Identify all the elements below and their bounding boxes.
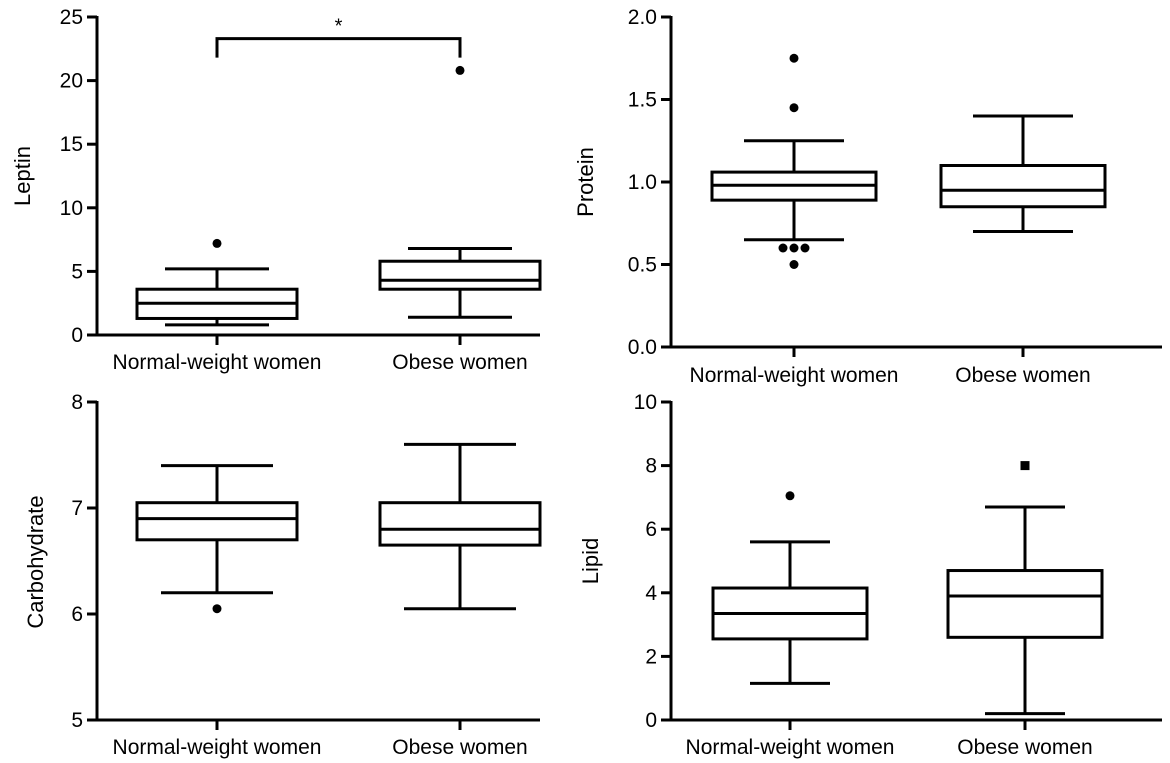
y-tick-label: 25 [60,6,83,29]
outlier-point [789,103,799,113]
y-tick-label: 0.5 [628,254,657,277]
y-tick-label: 6 [71,603,83,626]
chart-panel-1: 0 5 10 15 20 25 Leptin Normal-weight women Obese… [10,6,542,374]
outlier-point [800,243,810,253]
y-tick-label: 10 [634,391,657,414]
y-tick-label: 2 [645,645,657,668]
y-tick-label: 20 [60,70,83,93]
y-tick-label: 6 [645,518,657,541]
box-iqr [946,569,1104,639]
box-plot-2 [939,114,1107,233]
y-tick-label: 5 [71,260,83,283]
box-iqr [378,501,542,547]
y-tick-label: 1.0 [628,171,657,194]
outlier-point [789,260,799,269]
outlier-point [455,65,465,75]
y-axis-title: Lipid [578,538,603,584]
y-axis-title: Leptin [10,146,35,206]
y-tick-label: 0.0 [628,336,657,359]
category-label: Obese women [392,736,527,759]
y-tick-label: 2.0 [628,6,657,29]
y-axis-title: Carbohydrate [23,495,48,628]
y-tick-label: 10 [60,197,83,220]
y-tick-label: 5 [71,709,83,732]
y-tick-label: 4 [645,582,657,605]
outlier-point [212,604,222,614]
significance-bracket [215,37,462,58]
box-plot-1 [710,53,878,269]
box-iqr [939,164,1107,209]
outlier-point [785,491,795,501]
y-tick-label: 0 [645,709,657,732]
category-label: Normal-weight women [113,736,322,759]
category-label: Normal-weight women [686,736,895,759]
box-plot-1 [135,464,299,614]
outlier-point [1020,461,1030,471]
significance-star: * [335,16,343,38]
box-plot-1 [711,491,869,685]
box-plot-2 [946,461,1104,716]
y-tick-label: 8 [71,391,83,414]
outlier-point [789,243,799,253]
category-label: Obese women [957,736,1092,759]
box-plot-1 [135,238,299,327]
box-iqr [378,259,542,291]
outlier-point [789,53,799,63]
box-plot-2 [378,442,542,611]
category-label: Obese women [955,364,1090,387]
outlier-point [778,243,788,253]
y-tick-label: 0 [71,324,83,347]
category-label: Obese women [392,351,527,374]
y-tick-label: 7 [71,497,83,520]
y-tick-label: 15 [60,133,83,156]
y-axis-title: Protein [573,147,598,217]
box-plot-2 [378,65,542,319]
chart-panel-3: 5 6 7 8 Carbohydrate Normal-weight women Obese… [23,391,542,759]
chart-panel-4: 0 2 4 6 8 10 Lipid Normal-weight women Obese wom… [578,391,1162,759]
outlier-point [212,238,222,248]
chart-panel-2: 0.0 0.5 1.0 1.5 2.0 Protein Normal-weight wome… [573,6,1162,387]
category-label: Normal-weight women [113,351,322,374]
y-tick-label: 8 [645,455,657,478]
box-iqr [135,501,299,542]
y-tick-label: 1.5 [628,89,657,112]
category-label: Normal-weight women [690,364,899,387]
